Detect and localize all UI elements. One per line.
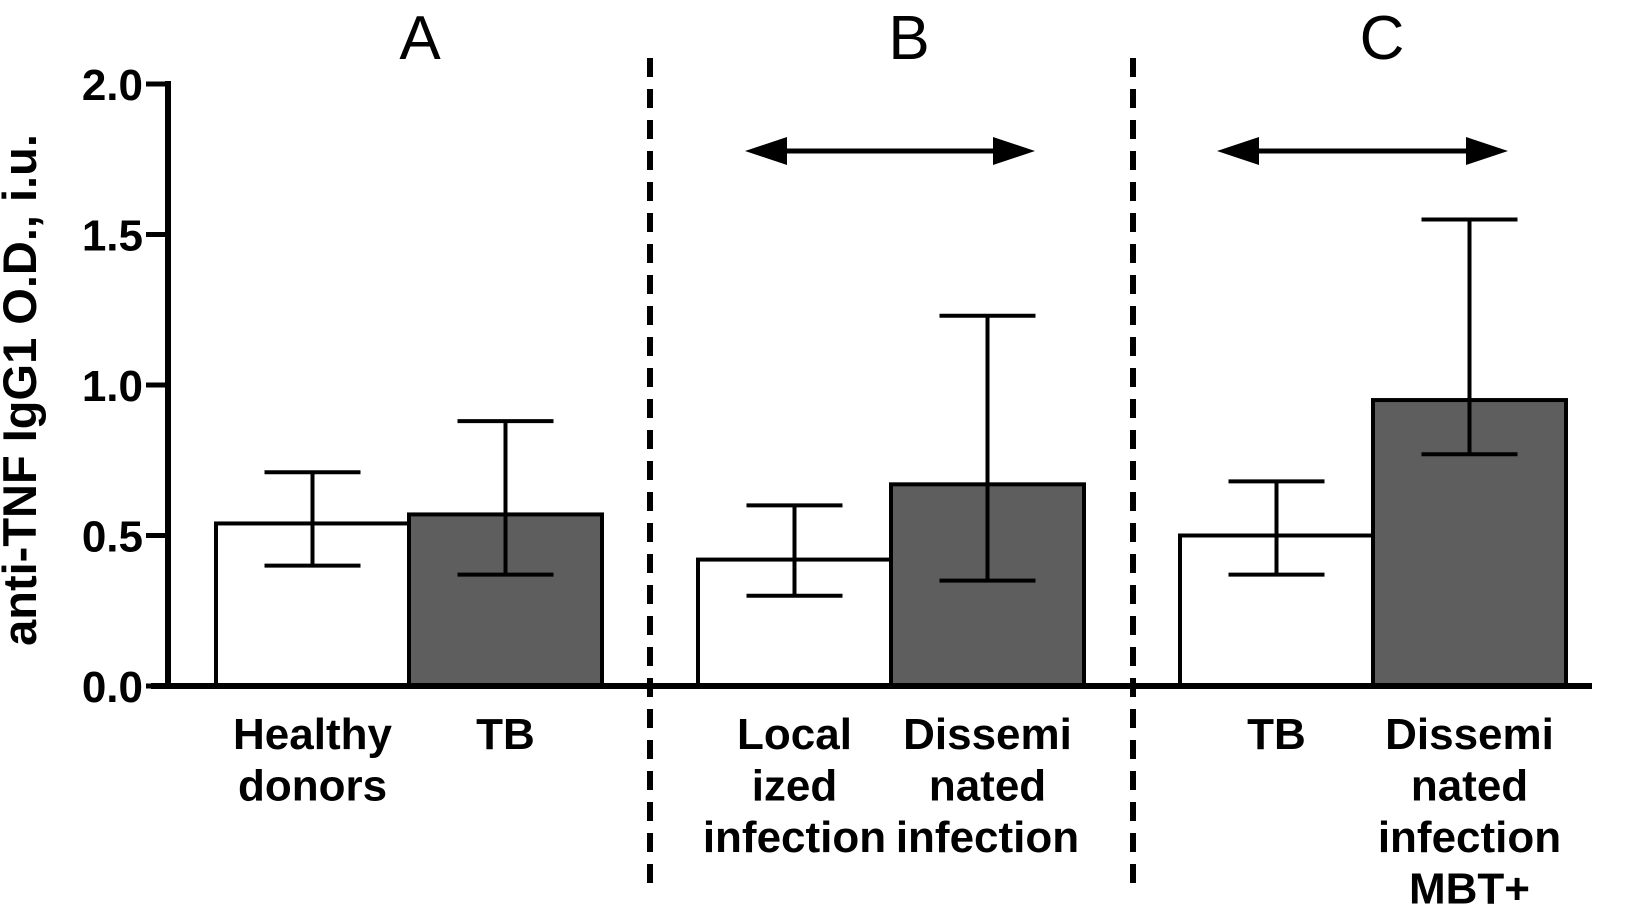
category-label: Healthy donors xyxy=(233,710,392,811)
error-bar xyxy=(939,313,1036,583)
y-axis-tick-label: 1.0 xyxy=(82,362,143,411)
category-label-line: nated xyxy=(929,762,1046,811)
bars-layer xyxy=(214,398,1568,689)
category-label: Dissemi nated infection MBT+ xyxy=(1378,710,1561,914)
category-label-line: infection xyxy=(1378,813,1561,862)
category-label: TB xyxy=(476,710,535,759)
arrow-right-head-icon xyxy=(1466,137,1508,165)
y-axis-tick-label: 2.0 xyxy=(82,61,143,110)
error-bar xyxy=(1421,217,1518,457)
category-label-line: Dissemi xyxy=(903,710,1072,759)
category-label: Dissemi nated infection xyxy=(896,710,1079,862)
comparison-arrow xyxy=(745,137,1035,165)
arrow-right-head-icon xyxy=(993,137,1035,165)
category-label: Local ized infection xyxy=(703,710,886,862)
y-axis-tick-label: 0.5 xyxy=(82,513,143,562)
arrow-left-head-icon xyxy=(1217,137,1259,165)
arrow-left-head-icon xyxy=(745,137,787,165)
y-axis-tick-label: 0.0 xyxy=(82,663,143,712)
error-bar xyxy=(1228,479,1325,577)
category-label-line: infection xyxy=(896,813,1079,862)
category-label-line: Dissemi xyxy=(1385,710,1554,759)
panel-title: B xyxy=(888,4,929,73)
error-bar xyxy=(264,470,361,568)
category-label-line: TB xyxy=(476,710,535,759)
comparison-arrow xyxy=(1217,137,1508,165)
error-bars-layer xyxy=(264,217,1518,598)
error-bar xyxy=(746,503,843,598)
category-label-line: donors xyxy=(238,762,387,811)
category-label-line: nated xyxy=(1411,762,1528,811)
category-label-line: infection xyxy=(703,813,886,862)
axes-layer: 0.0 0.5 1.0 1.5 2.0 xyxy=(82,61,1592,712)
error-bar xyxy=(457,419,554,577)
category-label: TB xyxy=(1247,710,1306,759)
category-label-line: Local xyxy=(737,710,852,759)
category-label-line: MBT+ xyxy=(1409,865,1530,914)
panel-title: A xyxy=(399,4,441,73)
category-label-line: Healthy xyxy=(233,710,392,759)
y-axis-tick-label: 1.5 xyxy=(82,212,143,261)
panel-title: C xyxy=(1360,4,1405,73)
y-axis-label: anti-TNF IgG1 O.D., i.u. xyxy=(0,134,46,646)
category-label-line: ized xyxy=(752,762,838,811)
category-label-line: TB xyxy=(1247,710,1306,759)
panel-separators xyxy=(647,58,1136,890)
